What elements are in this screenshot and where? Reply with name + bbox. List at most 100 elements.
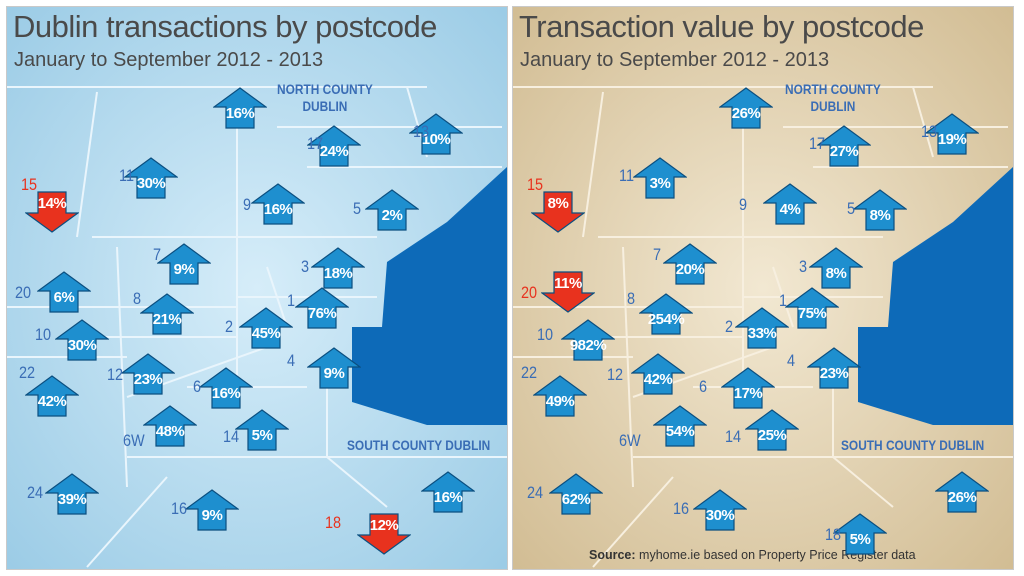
south-county-label: SOUTH COUNTY DUBLIN [347, 437, 491, 453]
up-arrow-icon: 30% [693, 489, 747, 531]
up-arrow-icon: 25% [745, 409, 799, 451]
postcode-change-value: 19% [937, 131, 967, 148]
up-arrow-icon: 23% [807, 347, 861, 389]
postcode-change-value: 76% [307, 305, 337, 322]
up-arrow-icon: 42% [631, 353, 685, 395]
postcode-change-value: 10% [421, 131, 451, 148]
postcode-label: 24 [27, 483, 44, 502]
postcode-label: 4 [787, 351, 796, 370]
postcode-change-value: 54% [665, 423, 695, 440]
postcode-change-value: 9% [201, 507, 223, 524]
up-arrow-icon: 30% [55, 319, 109, 361]
postcode-change-value: 9% [173, 261, 195, 278]
postcode-label: 10 [35, 325, 52, 344]
up-arrow-icon: 16% [421, 471, 475, 513]
postcode-label: 10 [537, 325, 554, 344]
up-arrow-icon: 26% [719, 87, 773, 129]
postcode-change-value: 25% [757, 427, 787, 444]
postcode-change-value: 30% [705, 507, 735, 524]
up-arrow-icon: 19% [925, 113, 979, 155]
page-title: Transaction value by postcode [519, 9, 924, 44]
transaction-value-map-panel: Transaction value by postcode January to… [512, 6, 1014, 570]
up-arrow-icon: 30% [124, 157, 178, 199]
down-arrow-icon: 8% [531, 191, 585, 233]
up-arrow-icon: 16% [251, 183, 305, 225]
up-arrow-icon: 23% [121, 353, 175, 395]
postcode-label: 6W [619, 431, 641, 450]
up-arrow-icon: 16% [213, 87, 267, 129]
postcode-change-value: 17% [733, 385, 763, 402]
up-arrow-icon: 9% [307, 347, 361, 389]
postcode-label: 1 [779, 291, 788, 310]
postcode-label: 18 [825, 525, 842, 544]
postcode-label: 16 [673, 499, 690, 518]
postcode-label: 13 [921, 122, 938, 141]
down-arrow-icon: 14% [25, 191, 79, 233]
postcode-label: 6 [699, 377, 708, 396]
up-arrow-icon: 39% [45, 473, 99, 515]
up-arrow-icon: 254% [639, 293, 693, 335]
postcode-label: 17 [307, 134, 324, 153]
postcode-change-value: 27% [829, 143, 859, 160]
postcode-label: 6W [123, 431, 145, 450]
postcode-change-value: 2% [381, 207, 403, 224]
postcode-label: 18 [325, 513, 342, 532]
postcode-label: 7 [153, 245, 162, 264]
postcode-label: 7 [653, 245, 662, 264]
postcode-label: 20 [521, 283, 538, 302]
postcode-change-value: 14% [37, 195, 67, 212]
up-arrow-icon: 18% [311, 247, 365, 289]
postcode-change-value: 4% [779, 201, 801, 218]
north-county-label: NORTH COUNTY DUBLIN [277, 81, 373, 114]
up-arrow-icon: 5% [235, 409, 289, 451]
postcode-change-value: 8% [869, 207, 891, 224]
up-arrow-icon: 17% [721, 367, 775, 409]
up-arrow-icon: 21% [140, 293, 194, 335]
postcode-change-value: 16% [211, 385, 241, 402]
postcode-label: 11 [619, 166, 635, 185]
up-arrow-icon: 49% [533, 375, 587, 417]
postcode-change-value: 12% [369, 517, 399, 534]
up-arrow-icon: 5% [833, 513, 887, 555]
postcode-change-value: 30% [136, 175, 166, 192]
postcode-label: 22 [19, 363, 36, 382]
up-arrow-icon: 27% [817, 125, 871, 167]
transactions-map-panel: Dublin transactions by postcode January … [6, 6, 508, 570]
postcode-change-value: 16% [433, 489, 463, 506]
postcode-change-value: 20% [675, 261, 705, 278]
postcode-label: 8 [627, 289, 636, 308]
postcode-change-value: 48% [155, 423, 185, 440]
postcode-change-value: 5% [849, 531, 871, 548]
down-arrow-icon: 12% [357, 513, 411, 555]
postcode-label: 2 [225, 317, 234, 336]
postcode-change-value: 8% [547, 195, 569, 212]
postcode-change-value: 9% [323, 365, 345, 382]
up-arrow-icon: 42% [25, 375, 79, 417]
up-arrow-icon: 8% [853, 189, 907, 231]
postcode-label: 8 [133, 289, 142, 308]
up-arrow-icon: 8% [809, 247, 863, 289]
up-arrow-icon: 16% [199, 367, 253, 409]
postcode-change-value: 39% [57, 491, 87, 508]
postcode-label: 12 [107, 365, 124, 384]
postcode-change-value: 16% [225, 105, 255, 122]
postcode-label: 16 [171, 499, 188, 518]
postcode-change-value: 982% [569, 337, 607, 354]
up-arrow-icon: 33% [735, 307, 789, 349]
up-arrow-icon: 76% [295, 287, 349, 329]
postcode-label: 2 [725, 317, 734, 336]
up-arrow-icon: 45% [239, 307, 293, 349]
up-arrow-icon: 982% [561, 319, 615, 361]
up-arrow-icon: 6% [37, 271, 91, 313]
sea [352, 167, 507, 425]
up-arrow-icon: 24% [307, 125, 361, 167]
postcode-change-value: 24% [319, 143, 349, 160]
postcode-change-value: 75% [797, 305, 827, 322]
postcode-change-value: 30% [67, 337, 97, 354]
postcode-label: 24 [527, 483, 544, 502]
postcode-label: 12 [607, 365, 624, 384]
postcode-change-value: 33% [747, 325, 777, 342]
up-arrow-icon: 9% [185, 489, 239, 531]
up-arrow-icon: 26% [935, 471, 989, 513]
postcode-change-value: 254% [647, 311, 685, 328]
